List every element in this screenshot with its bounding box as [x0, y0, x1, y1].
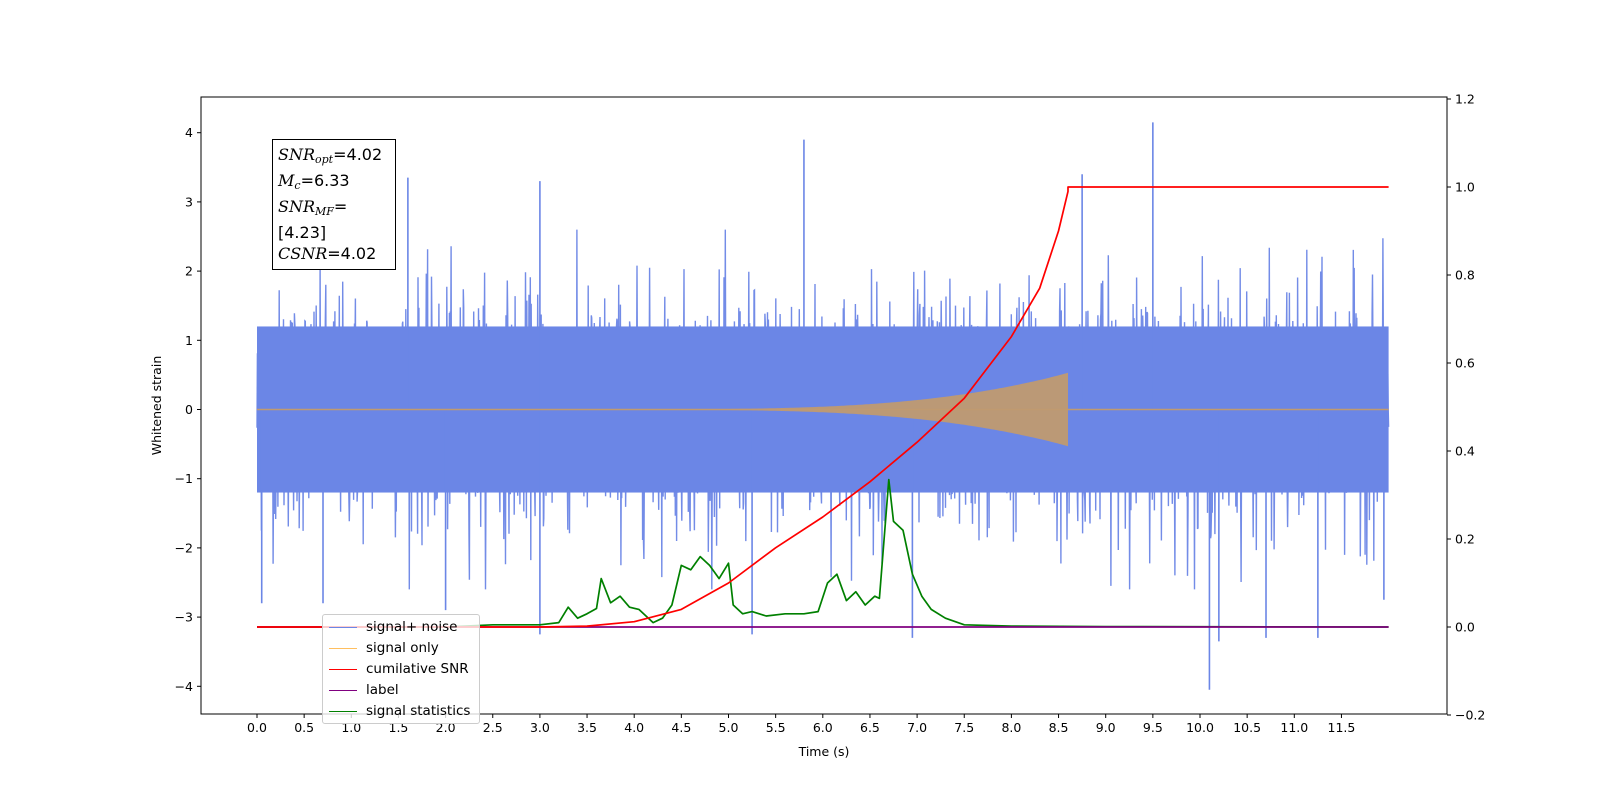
x-tick-label-22: 11.0	[1280, 720, 1308, 735]
y-axis-right: 1.2 1.0 0.8 0.6 0.4 0.2 0.0 −0.2	[1447, 92, 1485, 723]
y-tick-label-5: −1	[175, 471, 193, 486]
snr-opt-subscript: opt	[315, 153, 334, 166]
signal-statistics-line	[257, 478, 1389, 628]
x-tick-label-7: 3.5	[577, 720, 597, 735]
x-tick-label-12: 6.0	[813, 720, 833, 735]
legend-swatch-signal-only	[329, 647, 357, 649]
legend-swatch-cumulative-snr	[329, 668, 357, 670]
legend-label-signal-statistics: signal statistics	[366, 703, 471, 719]
x-tick-label-23: 11.5	[1328, 720, 1356, 735]
x-axis-label: Time (s)	[798, 744, 850, 759]
legend-item-label: label	[329, 680, 399, 700]
y-tick-label-2: 2	[185, 264, 193, 279]
chirp-mass-line: Mc=6.33	[278, 170, 395, 196]
legend-swatch-signal-statistics	[329, 710, 357, 712]
x-tick-label-5: 2.5	[483, 720, 503, 735]
y-tick-label-7: −3	[175, 610, 193, 625]
chirp-mass-subscript: c	[294, 179, 301, 192]
csnr-value: =4.02	[327, 244, 377, 263]
legend-label-signal-only: signal only	[366, 640, 439, 656]
snr-mf-value: =[4.23]	[278, 197, 348, 242]
y-tick-label-4: 0	[185, 402, 193, 417]
y-tick-label-0: 4	[185, 125, 193, 140]
legend-item-signal-only: signal only	[329, 638, 439, 658]
x-tick-label-13: 6.5	[860, 720, 880, 735]
snr-opt-value: =4.02	[333, 145, 383, 164]
y2-tick-label-3: 0.6	[1455, 356, 1475, 371]
y2-tick-label-1: 1.0	[1455, 180, 1475, 195]
chirp-mass-value: =6.33	[300, 171, 350, 190]
legend-item-signal-noise: signal+ noise	[329, 617, 457, 637]
legend-label-label: label	[366, 682, 399, 698]
x-tick-label-9: 4.5	[671, 720, 691, 735]
csnr-symbol: CSNR	[278, 244, 328, 263]
legend-item-cumulative-snr: cumilative SNR	[329, 659, 469, 679]
chirp-mass-symbol: M	[278, 171, 295, 190]
snr-opt-symbol: SNR	[278, 145, 316, 164]
signal-noise-series	[256, 122, 1390, 690]
y2-tick-label-0: 1.2	[1455, 92, 1475, 107]
snr-mf-line: SNRMF=[4.23]	[278, 196, 395, 243]
x-tick-label-19: 9.5	[1143, 720, 1163, 735]
y-tick-label-8: −4	[175, 679, 193, 694]
x-tick-label-14: 7.0	[907, 720, 927, 735]
x-tick-label-0: 0.0	[247, 720, 267, 735]
stats-annotation-box: SNRopt=4.02 Mc=6.33 SNRMF=[4.23] CSNR=4.…	[272, 139, 396, 270]
snr-opt-line: SNRopt=4.02	[278, 144, 395, 170]
signal-only-chirp	[653, 372, 1068, 447]
legend-item-signal-statistics: signal statistics	[329, 701, 470, 721]
x-tick-label-6: 3.0	[530, 720, 550, 735]
y2-tick-label-2: 0.8	[1455, 268, 1475, 283]
y2-tick-label-4: 0.4	[1455, 444, 1475, 459]
legend: signal+ noise signal only cumilative SNR…	[322, 614, 480, 724]
y2-tick-label-6: 0.0	[1455, 620, 1475, 635]
y-axis-left: 4 3 2 1 0 −1 −2 −3 −4	[175, 125, 201, 694]
y-tick-label-6: −2	[175, 540, 193, 555]
x-tick-label-21: 10.5	[1233, 720, 1261, 735]
snr-mf-symbol: SNR	[278, 197, 316, 216]
x-tick-label-8: 4.0	[624, 720, 644, 735]
cumulative-snr-line	[257, 186, 1389, 628]
x-tick-label-16: 8.0	[1001, 720, 1021, 735]
x-tick-label-18: 9.0	[1096, 720, 1116, 735]
y2-tick-label-5: 0.2	[1455, 532, 1475, 547]
csnr-line: CSNR=4.02	[278, 243, 395, 264]
plot-frame	[200, 96, 1448, 715]
signal-only-series	[257, 372, 1389, 447]
legend-label-signal-noise: signal+ noise	[366, 619, 458, 635]
y-tick-label-1: 3	[185, 194, 193, 209]
y-tick-label-3: 1	[185, 333, 193, 348]
x-tick-label-20: 10.0	[1186, 720, 1214, 735]
legend-swatch-label	[329, 689, 357, 691]
y2-tick-label-7: −0.2	[1455, 708, 1485, 723]
y-axis-label: Whitened strain	[149, 356, 164, 455]
x-tick-label-10: 5.0	[719, 720, 739, 735]
x-tick-label-15: 7.5	[954, 720, 974, 735]
x-tick-label-11: 5.5	[766, 720, 786, 735]
legend-swatch-signal-noise	[329, 626, 357, 628]
x-tick-label-1: 0.5	[294, 720, 314, 735]
x-tick-label-17: 8.5	[1049, 720, 1069, 735]
snr-mf-subscript: MF	[315, 205, 334, 218]
legend-label-cumulative-snr: cumilative SNR	[366, 661, 469, 677]
